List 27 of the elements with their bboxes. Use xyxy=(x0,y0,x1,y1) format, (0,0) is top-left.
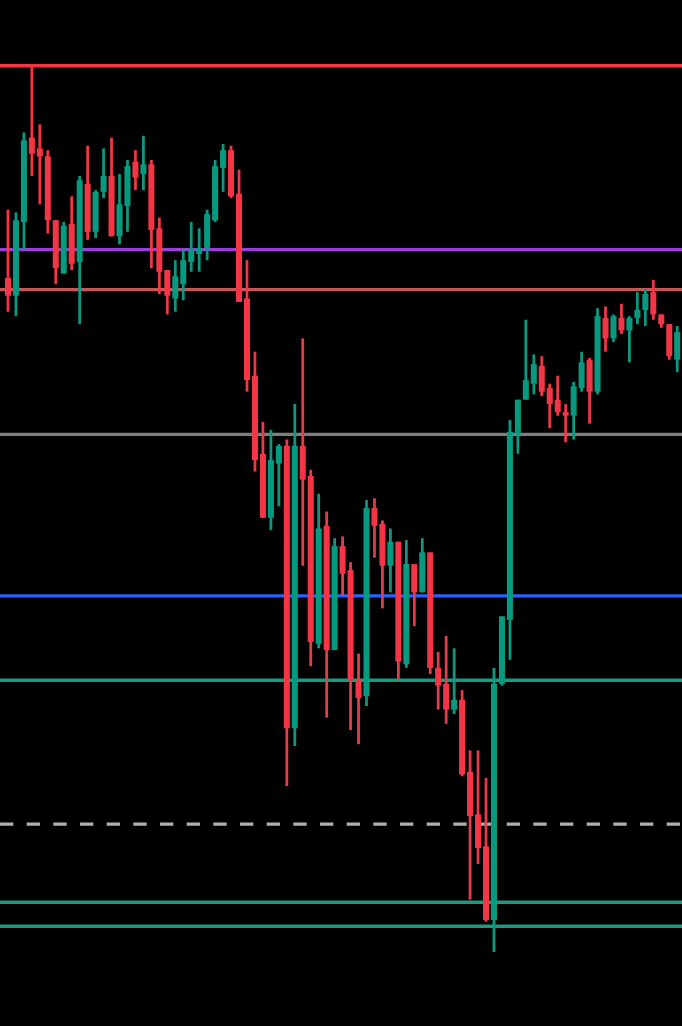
candlestick xyxy=(666,322,673,362)
candlestick xyxy=(68,194,75,272)
candlestick xyxy=(642,288,649,328)
candlestick xyxy=(60,220,67,275)
candlestick xyxy=(387,527,394,594)
candlestick xyxy=(52,218,59,286)
candlestick xyxy=(674,324,681,374)
candlestick xyxy=(132,148,139,192)
candlestick xyxy=(172,258,179,314)
candlestick xyxy=(419,536,426,594)
candlestick xyxy=(451,646,458,716)
candlestick xyxy=(602,305,609,354)
candlestick xyxy=(626,314,633,364)
candlestick xyxy=(618,302,625,336)
candlestick xyxy=(562,402,569,444)
candlestick xyxy=(371,496,378,560)
candlestick xyxy=(522,318,529,402)
candlestick xyxy=(84,144,91,242)
candlestick xyxy=(650,278,657,322)
candlestick xyxy=(610,313,617,344)
candlestick xyxy=(586,356,593,426)
candlestick xyxy=(435,650,442,711)
candlestick xyxy=(411,562,418,628)
candlestick xyxy=(443,634,450,726)
candlestick xyxy=(530,352,537,396)
candlestick xyxy=(140,134,147,192)
candlestick xyxy=(4,208,11,314)
